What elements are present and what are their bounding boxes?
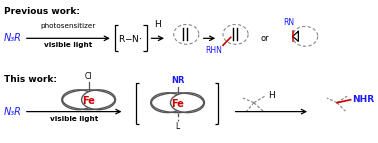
Ellipse shape <box>151 93 184 113</box>
Ellipse shape <box>170 93 204 113</box>
Text: photosensitizer: photosensitizer <box>41 23 96 29</box>
Text: RHN: RHN <box>205 46 222 55</box>
Text: or: or <box>260 34 269 43</box>
Text: NHR: NHR <box>353 95 375 104</box>
Text: Previous work:: Previous work: <box>4 7 80 16</box>
Text: Fe: Fe <box>82 96 95 106</box>
Text: N₃R: N₃R <box>4 33 22 43</box>
Text: L: L <box>175 123 180 132</box>
Text: NR: NR <box>171 76 184 85</box>
Text: N₃R: N₃R <box>4 107 22 117</box>
Text: Fe: Fe <box>171 99 184 109</box>
Ellipse shape <box>62 90 96 110</box>
Text: This work:: This work: <box>4 75 57 84</box>
Text: visible light: visible light <box>44 42 93 48</box>
Text: RN: RN <box>283 18 294 27</box>
Text: Cl: Cl <box>85 72 92 81</box>
Text: H: H <box>268 91 275 100</box>
Text: H: H <box>154 20 161 29</box>
Text: R$-$N$\cdot$: R$-$N$\cdot$ <box>118 33 143 44</box>
Text: visible light: visible light <box>50 116 98 122</box>
Ellipse shape <box>82 90 116 110</box>
